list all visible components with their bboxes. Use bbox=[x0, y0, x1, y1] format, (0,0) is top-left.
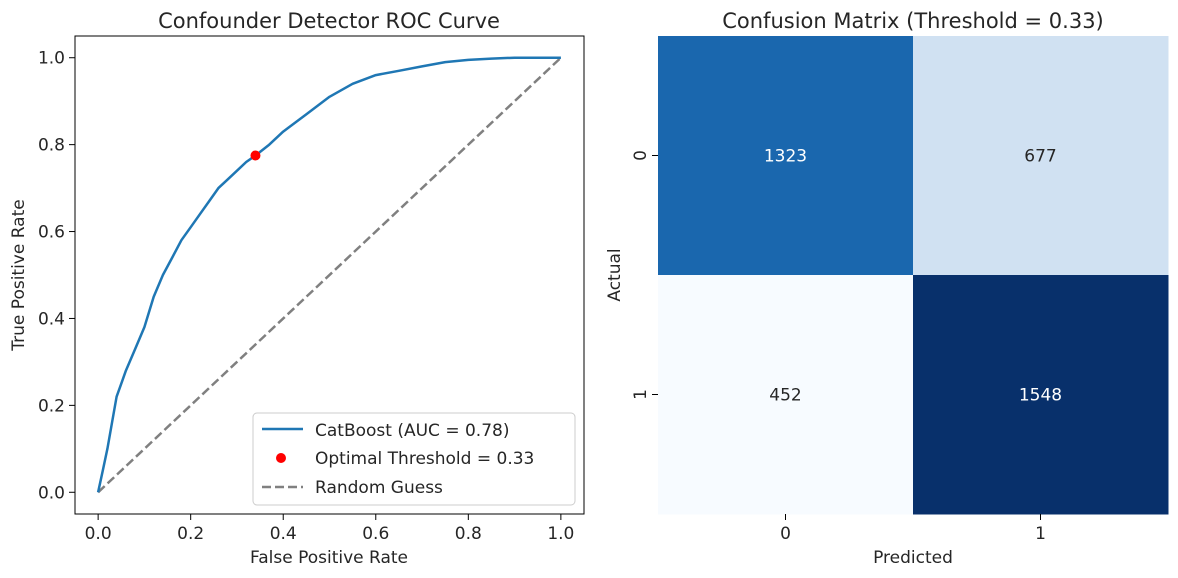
legend-label-random-guess: Random Guess bbox=[315, 478, 443, 498]
roc-title: Confounder Detector ROC Curve bbox=[158, 9, 500, 33]
cm-cell-value: 677 bbox=[1024, 147, 1056, 167]
x-tick-label: 0.6 bbox=[362, 524, 389, 544]
catboost-roc-line bbox=[96, 56, 561, 493]
cm-ticks: 0 1 0 1 bbox=[631, 150, 1046, 544]
cm-cell-value: 452 bbox=[769, 386, 801, 406]
cm-x-tick-label: 1 bbox=[1035, 524, 1046, 544]
y-tick-label: 1.0 bbox=[38, 49, 65, 69]
cm-cell bbox=[658, 36, 914, 276]
legend-label-catboost: CatBoost (AUC = 0.78) bbox=[315, 421, 509, 441]
roc-chart: Confounder Detector ROC Curve 0.0 0.2 0.4 0… bbox=[9, 9, 585, 568]
cm-y-label: Actual bbox=[605, 248, 625, 301]
y-tick-label: 0.8 bbox=[38, 136, 65, 156]
y-tick-label: 0.6 bbox=[38, 223, 65, 243]
roc-legend: CatBoost (AUC = 0.78) Optimal Threshold … bbox=[252, 412, 576, 506]
x-tick-label: 1.0 bbox=[547, 524, 574, 544]
x-tick-label: 0.8 bbox=[455, 524, 482, 544]
roc-x-label: False Positive Rate bbox=[250, 548, 408, 568]
roc-series bbox=[96, 56, 562, 494]
cm-cell bbox=[913, 36, 1169, 276]
x-tick-label: 0.2 bbox=[177, 524, 204, 544]
cm-cell bbox=[658, 275, 914, 515]
y-tick-label: 0.4 bbox=[38, 309, 65, 329]
y-tick-label: 0.0 bbox=[38, 483, 65, 503]
legend-label-optimal-threshold: Optimal Threshold = 0.33 bbox=[315, 449, 534, 469]
cm-cell bbox=[913, 275, 1169, 515]
legend-swatch-optimal-threshold bbox=[276, 453, 286, 463]
cm-cells: 1323 677 452 1548 bbox=[658, 36, 1169, 515]
roc-y-label: True Positive Rate bbox=[9, 199, 29, 351]
cm-x-tick-label: 0 bbox=[780, 524, 791, 544]
optimal-threshold-point bbox=[250, 150, 261, 161]
random-guess-line bbox=[97, 56, 562, 494]
cm-y-tick-label: 0 bbox=[631, 150, 651, 161]
x-tick-label: 0.4 bbox=[270, 524, 297, 544]
x-tick-label: 0.0 bbox=[85, 524, 112, 544]
roc-x-axis: 0.0 0.2 0.4 0.6 0.8 1.0 bbox=[85, 514, 574, 544]
roc-y-axis: 0.0 0.2 0.4 0.6 0.8 1.0 bbox=[38, 49, 75, 503]
legend-frame bbox=[252, 412, 576, 506]
cm-cell-value: 1323 bbox=[764, 147, 807, 167]
cm-title: Confusion Matrix (Threshold = 0.33) bbox=[722, 9, 1104, 33]
cm-y-tick-label: 1 bbox=[631, 389, 651, 400]
cm-cell-value: 1548 bbox=[1019, 386, 1062, 406]
confusion-matrix-chart: Confusion Matrix (Threshold = 0.33) 1323… bbox=[605, 9, 1169, 568]
cm-x-label: Predicted bbox=[873, 548, 953, 568]
y-tick-label: 0.2 bbox=[38, 396, 65, 416]
